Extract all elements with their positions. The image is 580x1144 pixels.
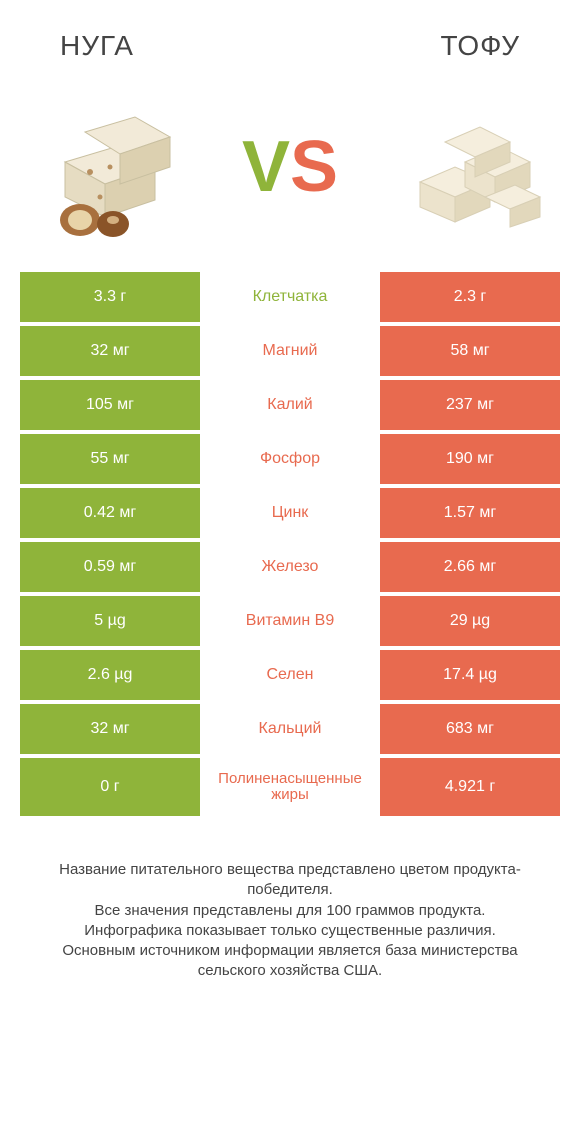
cell-nutrient: Селен xyxy=(200,650,380,700)
vs-v: V xyxy=(242,127,290,207)
cell-right: 58 мг xyxy=(380,326,560,376)
cell-right: 237 мг xyxy=(380,380,560,430)
footer-line: Все значения представлены для 100 граммо… xyxy=(28,901,552,921)
cell-right: 29 µg xyxy=(380,596,560,646)
cell-nutrient: Фосфор xyxy=(200,434,380,484)
cell-left: 32 мг xyxy=(20,704,200,754)
cell-right: 17.4 µg xyxy=(380,650,560,700)
table-row: 105 мгКалий237 мг xyxy=(20,380,560,430)
cell-nutrient: Кальций xyxy=(200,704,380,754)
cell-left: 0.42 мг xyxy=(20,488,200,538)
table-row: 0.59 мгЖелезо2.66 мг xyxy=(20,542,560,592)
cell-left: 2.6 µg xyxy=(20,650,200,700)
cell-nutrient: Витамин B9 xyxy=(200,596,380,646)
cell-nutrient: Калий xyxy=(200,380,380,430)
vs-s: S xyxy=(290,127,338,207)
title-left: НУГА xyxy=(60,30,134,62)
footer-line: Основным источником информации является … xyxy=(28,941,552,982)
cell-left: 0.59 мг xyxy=(20,542,200,592)
table-row: 5 µgВитамин B929 µg xyxy=(20,596,560,646)
tofu-image xyxy=(390,87,550,247)
cell-left: 55 мг xyxy=(20,434,200,484)
table-row: 32 мгМагний58 мг xyxy=(20,326,560,376)
table-row: 55 мгФосфор190 мг xyxy=(20,434,560,484)
cell-left: 32 мг xyxy=(20,326,200,376)
footer-line: Инфографика показывает только существенн… xyxy=(28,921,552,941)
footer-notes: Название питательного вещества представл… xyxy=(0,820,580,982)
table-row: 0 гПолиненасыщенные жиры4.921 г xyxy=(20,758,560,816)
table-row: 2.6 µgСелен17.4 µg xyxy=(20,650,560,700)
cell-right: 2.3 г xyxy=(380,272,560,322)
cell-nutrient: Магний xyxy=(200,326,380,376)
comparison-table: 3.3 гКлетчатка2.3 г32 мгМагний58 мг105 м… xyxy=(0,272,580,816)
cell-right: 190 мг xyxy=(380,434,560,484)
cell-left: 105 мг xyxy=(20,380,200,430)
cell-right: 1.57 мг xyxy=(380,488,560,538)
cell-nutrient: Полиненасыщенные жиры xyxy=(200,758,380,816)
header: НУГА ТОФУ xyxy=(0,0,580,72)
cell-nutrient: Железо xyxy=(200,542,380,592)
nougat-image xyxy=(30,87,190,247)
cell-right: 4.921 г xyxy=(380,758,560,816)
cell-nutrient: Цинк xyxy=(200,488,380,538)
cell-left: 3.3 г xyxy=(20,272,200,322)
vs-label: VS xyxy=(242,126,338,208)
footer-line: Название питательного вещества представл… xyxy=(28,860,552,901)
cell-right: 2.66 мг xyxy=(380,542,560,592)
table-row: 32 мгКальций683 мг xyxy=(20,704,560,754)
cell-nutrient: Клетчатка xyxy=(200,272,380,322)
cell-left: 0 г xyxy=(20,758,200,816)
title-right: ТОФУ xyxy=(441,30,520,62)
cell-right: 683 мг xyxy=(380,704,560,754)
cell-left: 5 µg xyxy=(20,596,200,646)
table-row: 0.42 мгЦинк1.57 мг xyxy=(20,488,560,538)
hero-row: VS xyxy=(0,72,580,272)
table-row: 3.3 гКлетчатка2.3 г xyxy=(20,272,560,322)
